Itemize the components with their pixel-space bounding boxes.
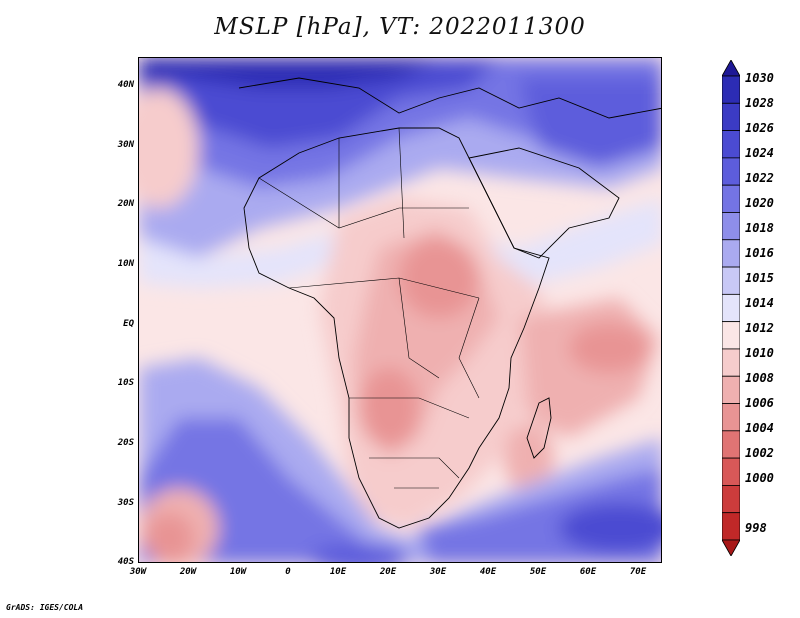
arabia-outline — [468, 147, 620, 259]
colorbar-label: 1004 — [745, 421, 774, 435]
colorbar-bin — [722, 430, 740, 459]
lon-label: 50E — [529, 567, 547, 577]
colorbar-bin — [722, 512, 740, 541]
lat-label: 40S — [117, 557, 134, 567]
colorbar-label: 1024 — [745, 146, 774, 160]
colorbar-bin — [722, 75, 740, 104]
lon-label: 60E — [579, 567, 597, 577]
chart-title: MSLP [hPa], VT: 2022011300 — [214, 14, 586, 40]
colorbar-bin — [722, 321, 740, 350]
pressure-map[interactable] — [138, 57, 662, 563]
lon-label: 0 — [285, 567, 291, 577]
lon-label: 70E — [629, 567, 647, 577]
lat-label: 10N — [117, 259, 134, 269]
colorbar-label: 1015 — [745, 271, 774, 285]
colorbar-bin — [722, 457, 740, 486]
lat-label: 20N — [117, 199, 134, 209]
lat-label: 30N — [117, 140, 134, 150]
colorbar-label: 1018 — [745, 221, 774, 235]
colorbar-label: 1002 — [745, 446, 774, 460]
lon-label: 40E — [479, 567, 497, 577]
colorbar-bin — [722, 212, 740, 241]
colorbar-bin — [722, 157, 740, 186]
lat-label: 30S — [117, 498, 134, 508]
colorbar-bin — [722, 130, 740, 159]
lon-label: 10E — [329, 567, 347, 577]
lat-label: EQ — [123, 319, 134, 329]
credit-text: GrADS: IGES/COLA — [6, 603, 84, 612]
colorbar-label: 1014 — [745, 296, 774, 310]
pressure-field — [139, 58, 661, 562]
colorbar-label: 1010 — [745, 346, 774, 360]
colorbar-label: 1028 — [745, 96, 774, 110]
lon-label: 20W — [179, 567, 197, 577]
europe-coastline — [238, 77, 661, 119]
africa-coastline — [243, 127, 550, 529]
colorbar-label: 1006 — [745, 396, 774, 410]
colorbar-bin — [722, 485, 740, 514]
lon-label: 20E — [379, 567, 397, 577]
colorbar-bin — [722, 266, 740, 295]
colorbar-bin — [722, 293, 740, 323]
colorbar-bin — [722, 348, 740, 377]
colorbar — [722, 60, 740, 556]
colorbar-bin — [722, 102, 740, 131]
colorbar-label: 1000 — [745, 471, 774, 485]
colorbar-bin — [722, 239, 740, 268]
colorbar-label: 1016 — [745, 246, 774, 260]
lat-label: 20S — [117, 438, 134, 448]
lat-label: 10S — [117, 378, 134, 388]
colorbar-bin — [722, 403, 740, 432]
lon-label: 30W — [129, 567, 147, 577]
madagascar-outline — [526, 397, 552, 459]
colorbar-label: 1030 — [745, 71, 774, 85]
colorbar-bin — [722, 375, 740, 404]
colorbar-bottom-arrow — [722, 539, 740, 556]
colorbar-label: 1008 — [745, 371, 774, 385]
lon-label: 10W — [229, 567, 247, 577]
colorbar-label: 1020 — [745, 196, 774, 210]
colorbar-label: 1022 — [745, 171, 774, 185]
country-borders — [258, 127, 480, 489]
colorbar-label: 1012 — [745, 321, 774, 335]
lon-label: 30E — [429, 567, 447, 577]
colorbar-top-arrow — [722, 60, 740, 77]
colorbar-bin — [722, 184, 740, 213]
colorbar-label: 1026 — [745, 121, 774, 135]
lat-label: 40N — [117, 80, 134, 90]
colorbar-label: 998 — [745, 521, 767, 535]
